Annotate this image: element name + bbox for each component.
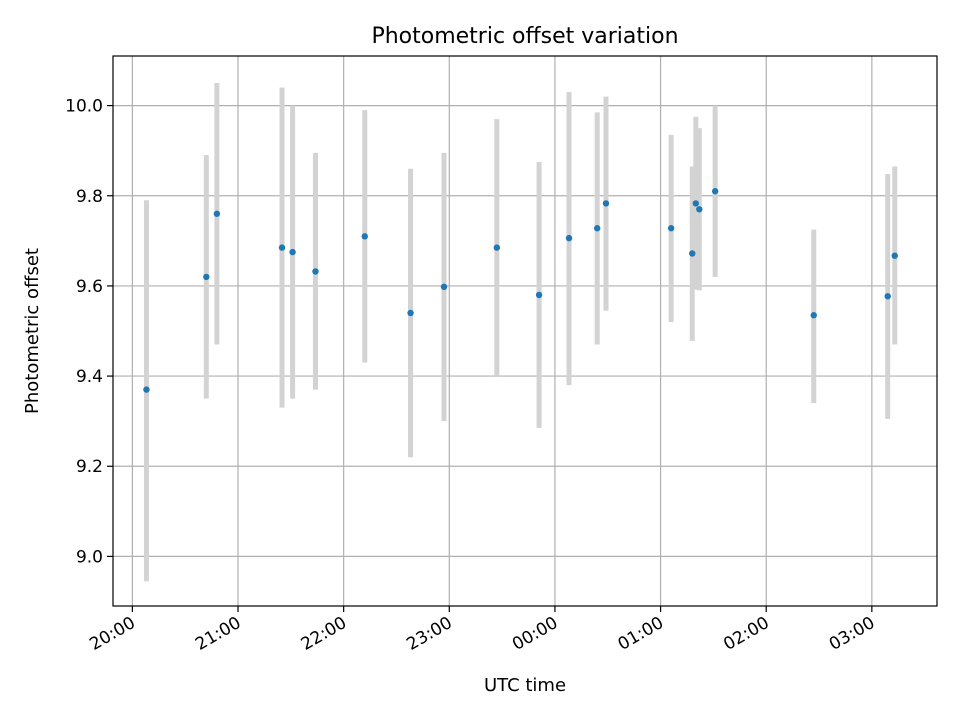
y-tick-label: 9.6 <box>76 277 103 297</box>
y-tick-label: 9.8 <box>76 187 103 207</box>
data-points <box>143 188 898 393</box>
data-point <box>891 252 898 259</box>
y-tick-label: 9.0 <box>76 547 103 567</box>
data-point <box>667 225 675 232</box>
data-point <box>565 234 573 242</box>
data-point <box>440 283 448 291</box>
data-point <box>696 206 703 213</box>
data-point <box>535 291 543 299</box>
x-axis-label: UTC time <box>484 675 566 696</box>
y-axis-label: Photometric offset <box>22 248 43 414</box>
data-point <box>711 188 719 195</box>
data-point <box>203 273 210 281</box>
data-point <box>143 386 150 393</box>
data-point <box>407 309 414 317</box>
chart-title: Photometric offset variation <box>371 24 678 49</box>
data-point <box>810 312 817 319</box>
data-point <box>593 225 601 232</box>
data-point <box>689 250 696 257</box>
plot-frame <box>112 55 938 607</box>
grid-lines <box>113 56 937 606</box>
data-point <box>278 244 286 251</box>
data-point <box>361 233 368 240</box>
data-point <box>213 210 221 217</box>
data-point <box>692 200 699 207</box>
y-tick-label: 10.0 <box>65 97 103 117</box>
data-point <box>602 200 610 207</box>
y-tick-label: 9.2 <box>76 457 103 477</box>
data-point <box>884 293 891 300</box>
y-tick-label: 9.4 <box>76 367 103 387</box>
data-point <box>493 244 501 251</box>
data-point <box>312 268 319 275</box>
data-point <box>289 248 296 256</box>
y-axis-ticks: 9.0 9.2 9.4 9.6 9.8 10.0 <box>65 97 113 567</box>
